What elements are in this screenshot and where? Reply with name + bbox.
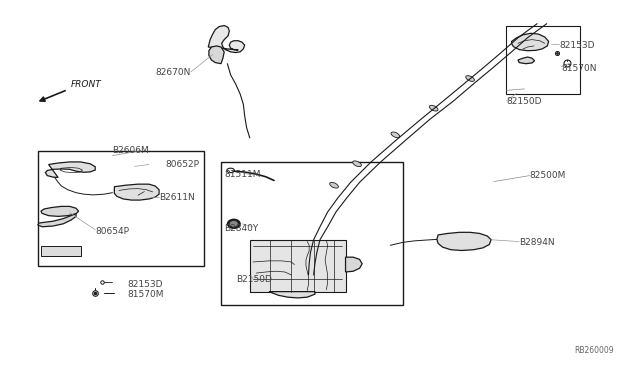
Polygon shape [518, 57, 534, 64]
Polygon shape [511, 33, 548, 51]
Polygon shape [41, 206, 79, 217]
Ellipse shape [229, 221, 238, 227]
Ellipse shape [391, 132, 400, 138]
Bar [506, 26, 580, 94]
Polygon shape [208, 26, 244, 52]
Text: 82670N: 82670N [156, 68, 191, 77]
Polygon shape [45, 162, 95, 177]
Text: B2606M: B2606M [113, 146, 149, 155]
Ellipse shape [353, 161, 362, 167]
Text: 80652P: 80652P [166, 160, 200, 169]
Polygon shape [38, 214, 76, 227]
Polygon shape [269, 292, 315, 298]
Text: B2611N: B2611N [159, 193, 195, 202]
Text: 82500M: 82500M [529, 171, 566, 180]
Bar [221, 162, 403, 305]
Polygon shape [346, 257, 362, 272]
Text: 81570N: 81570N [561, 64, 597, 73]
Text: 80654P: 80654P [95, 227, 129, 236]
Text: FRONT: FRONT [71, 80, 102, 89]
Ellipse shape [330, 182, 339, 188]
Ellipse shape [429, 105, 438, 111]
Text: 81570M: 81570M [127, 290, 164, 299]
Bar [41, 246, 81, 256]
Text: B2894N: B2894N [519, 238, 555, 247]
Text: B2150D: B2150D [236, 275, 271, 284]
Text: 82153D: 82153D [559, 41, 595, 50]
Polygon shape [209, 46, 224, 64]
Bar [250, 240, 346, 292]
Text: 82150D: 82150D [506, 97, 542, 106]
Bar [38, 151, 204, 266]
Text: B2840Y: B2840Y [224, 224, 259, 233]
Polygon shape [115, 184, 159, 200]
Polygon shape [437, 232, 491, 250]
Ellipse shape [227, 219, 241, 229]
Ellipse shape [466, 76, 474, 81]
Text: 82153D: 82153D [127, 280, 163, 289]
Text: 81511M: 81511M [224, 170, 260, 179]
Text: RB260009: RB260009 [574, 346, 614, 355]
